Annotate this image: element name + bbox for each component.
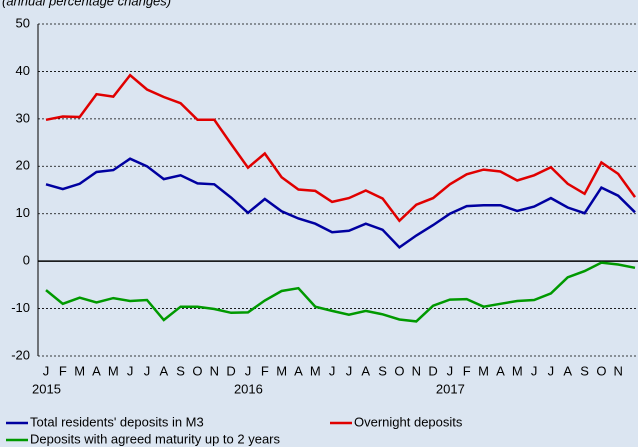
year-label: 2016: [234, 381, 263, 396]
x-tick-label: D: [226, 363, 235, 378]
x-tick-label: J: [329, 363, 336, 378]
y-tick-label: 20: [16, 158, 30, 173]
x-tick-label: F: [261, 363, 269, 378]
x-tick-label: O: [596, 363, 606, 378]
x-tick-label: A: [496, 363, 505, 378]
x-tick-label: S: [176, 363, 185, 378]
x-tick-label: O: [394, 363, 404, 378]
x-tick-label: A: [159, 363, 168, 378]
x-tick-label: J: [447, 363, 454, 378]
x-tick-label: D: [428, 363, 437, 378]
series-line: [45, 261, 636, 323]
x-tick-label: S: [580, 363, 589, 378]
y-tick-label: -10: [11, 300, 30, 315]
x-tick-label: M: [276, 363, 287, 378]
x-tick-label: M: [108, 363, 119, 378]
y-tick-label: 10: [16, 205, 30, 220]
x-tick-label: F: [463, 363, 471, 378]
x-tick-label: S: [378, 363, 387, 378]
series-line: [45, 157, 636, 250]
year-label: 2017: [436, 381, 465, 396]
series-line: [45, 73, 637, 223]
x-tick-label: J: [245, 363, 252, 378]
y-tick-label: 0: [23, 253, 30, 268]
x-tick-label: F: [59, 363, 67, 378]
x-tick-label: M: [74, 363, 85, 378]
x-tick-label: M: [478, 363, 489, 378]
legend-label: Deposits with agreed maturity up to 2 ye…: [30, 431, 281, 446]
x-tick-label: J: [127, 363, 134, 378]
x-tick-label: M: [512, 363, 523, 378]
y-tick-label: 40: [16, 63, 30, 78]
y-tick-label: 30: [16, 110, 30, 125]
x-tick-label: O: [192, 363, 202, 378]
year-label: 2015: [32, 381, 61, 396]
x-tick-label: A: [563, 363, 572, 378]
x-tick-label: J: [43, 363, 50, 378]
x-tick-label: J: [144, 363, 151, 378]
x-tick-label: A: [294, 363, 303, 378]
x-tick-label: J: [548, 363, 555, 378]
x-tick-label: N: [210, 363, 219, 378]
y-tick-label: -20: [11, 347, 30, 362]
legend-label: Overnight deposits: [354, 414, 463, 429]
x-tick-label: N: [412, 363, 421, 378]
chart-subtitle: (annual percentage changes): [2, 0, 171, 8]
legend-label: Total residents' deposits in M3: [30, 414, 204, 429]
x-tick-label: M: [310, 363, 321, 378]
x-tick-label: A: [361, 363, 370, 378]
x-tick-label: J: [531, 363, 538, 378]
x-tick-label: A: [92, 363, 101, 378]
x-tick-label: N: [614, 363, 623, 378]
x-tick-label: J: [346, 363, 353, 378]
y-tick-label: 50: [16, 15, 30, 30]
